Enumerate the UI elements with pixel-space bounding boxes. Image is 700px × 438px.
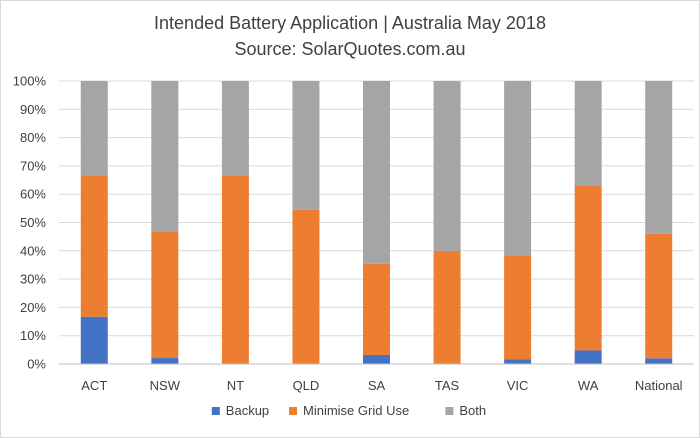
legend-label: Backup [226,403,269,418]
y-tick-label: 20% [20,300,46,315]
bar-segment-both [645,81,673,234]
bar-segment-minimise-grid-use [292,209,320,364]
x-tick-label: NT [227,378,244,393]
bar-segment-backup [363,354,390,364]
bar-segment-minimise-grid-use [645,233,673,359]
bar-segment-backup [645,358,673,364]
bar-segment-minimise-grid-use [574,185,602,351]
bar-segment-minimise-grid-use [433,250,461,364]
y-tick-label: 60% [20,187,46,202]
y-tick-label: 40% [20,243,46,258]
legend: Backup Minimise Grid Use Both [211,403,486,418]
bar-segment-backup [151,358,179,364]
y-tick-label: 10% [20,328,46,343]
bar-segment-minimise-grid-use [80,175,108,317]
x-tick-label: TAS [435,378,460,393]
x-tick-label: VIC [507,378,529,393]
x-tick-label: WA [578,378,599,393]
bar-segment-both [80,81,108,176]
y-tick-label: 0% [27,357,46,372]
y-tick-label: 50% [20,215,46,230]
chart-title: Intended Battery Application | Australia… [154,13,546,33]
bar-segment-both [433,81,461,251]
legend-label: Both [459,403,486,418]
bar-segment-both [221,81,249,176]
y-tick-label: 30% [20,272,46,287]
bar-segment-minimise-grid-use [221,175,249,364]
bar-segment-backup [80,316,108,364]
bar-segment-both [574,81,602,186]
bar-segment-minimise-grid-use [504,255,532,360]
x-tick-label: SA [368,378,386,393]
x-tick-label: QLD [293,378,320,393]
bar-segment-both [151,81,179,232]
x-axis-ticks: ACT NSW NT QLD SA TAS VIC WA National [81,378,682,393]
y-tick-label: 100% [13,74,47,89]
chart-subtitle: Source: SolarQuotes.com.au [234,39,465,59]
x-tick-label: National [635,378,683,393]
bar-segment-minimise-grid-use [363,263,390,355]
y-tick-label: 90% [20,102,46,117]
y-axis-ticks: 0% 10% 20% 30% 40% 50% 60% 70% 80% 90% 100% [13,74,47,372]
x-tick-label: ACT [81,378,107,393]
legend-swatch [289,407,297,415]
legend-swatch [211,407,220,415]
legend-swatch [445,407,454,415]
bar-segment-backup [574,350,602,364]
bars [80,81,673,364]
bar-segment-both [363,81,390,264]
bar-segment-both [504,81,532,256]
y-tick-label: 70% [20,158,46,173]
bar-segment-backup [504,359,532,364]
bar-segment-minimise-grid-use [151,231,179,359]
x-tick-label: NSW [150,378,181,393]
legend-label: Minimise Grid Use [303,403,409,418]
bar-segment-both [292,81,320,210]
y-tick-label: 80% [20,130,46,145]
